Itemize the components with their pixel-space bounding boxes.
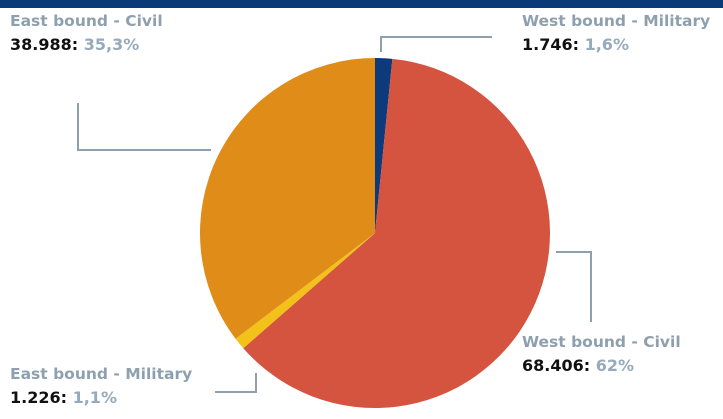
label-east-military: East bound - Military 1.226: 1,1%: [10, 365, 193, 407]
leader-east-civil: [77, 103, 211, 151]
slice-value: 1.226: [10, 388, 61, 407]
slice-label: East bound - Military: [10, 365, 193, 383]
pie-slices: [200, 57, 550, 408]
pie-slice-west-bound-civil: [243, 58, 550, 408]
leader-west-civil: [556, 251, 592, 322]
slice-value: 68.406: [522, 356, 584, 375]
slice-value: 38.988: [10, 35, 72, 54]
label-east-civil: East bound - Civil 38.988: 35,3%: [10, 12, 163, 54]
label-west-civil: West bound - Civil 68.406: 62%: [522, 333, 681, 375]
slice-percent: 35,3%: [83, 35, 140, 54]
pie-slice-east-bound-civil: [200, 58, 375, 339]
leader-east-military: [215, 373, 257, 393]
pie-slice-east-bound-military: [235, 233, 375, 349]
slice-percent: 1,1%: [72, 388, 117, 407]
header-bar: [0, 0, 723, 8]
leader-west-military: [380, 36, 492, 52]
pie-slice-west-bound-military: [375, 57, 393, 233]
slice-percent: 62%: [595, 356, 635, 375]
label-west-military: West bound - Military 1.746: 1,6%: [522, 12, 711, 54]
slice-value: 1.746: [522, 35, 573, 54]
slice-percent: 1,6%: [584, 35, 629, 54]
slice-label: East bound - Civil: [10, 12, 163, 30]
slice-label: West bound - Civil: [522, 333, 681, 351]
slice-label: West bound - Military: [522, 12, 711, 30]
leader-lines: [77, 36, 592, 393]
